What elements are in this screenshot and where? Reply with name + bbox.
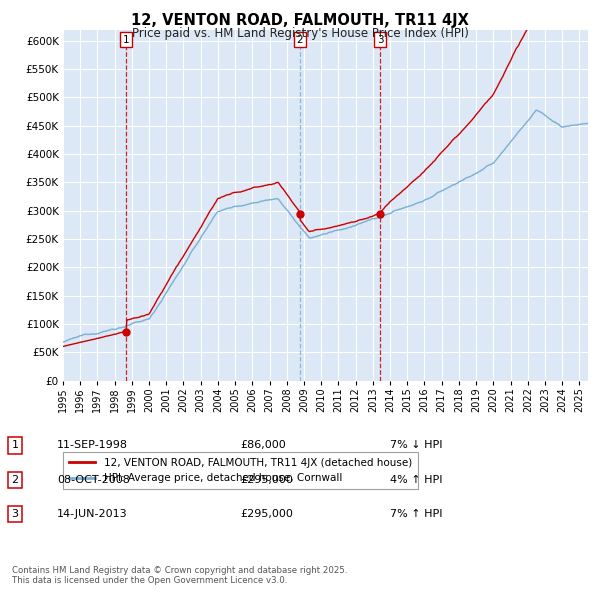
Text: 3: 3 [377,35,383,45]
Text: 3: 3 [11,509,19,519]
Text: 4% ↑ HPI: 4% ↑ HPI [390,475,443,484]
Text: Contains HM Land Registry data © Crown copyright and database right 2025.
This d: Contains HM Land Registry data © Crown c… [12,566,347,585]
Text: 2: 2 [296,35,303,45]
Text: Price paid vs. HM Land Registry's House Price Index (HPI): Price paid vs. HM Land Registry's House … [131,27,469,40]
Text: 7% ↑ HPI: 7% ↑ HPI [390,509,443,519]
Text: 08-OCT-2008: 08-OCT-2008 [57,475,130,484]
Text: 2: 2 [11,475,19,484]
Legend: 12, VENTON ROAD, FALMOUTH, TR11 4JX (detached house), HPI: Average price, detach: 12, VENTON ROAD, FALMOUTH, TR11 4JX (det… [63,452,418,490]
Text: 1: 1 [123,35,130,45]
Text: 12, VENTON ROAD, FALMOUTH, TR11 4JX: 12, VENTON ROAD, FALMOUTH, TR11 4JX [131,13,469,28]
Text: £295,000: £295,000 [240,475,293,484]
Text: £86,000: £86,000 [240,441,286,450]
Text: 7% ↓ HPI: 7% ↓ HPI [390,441,443,450]
Text: 11-SEP-1998: 11-SEP-1998 [57,441,128,450]
Text: 1: 1 [11,441,19,450]
Text: £295,000: £295,000 [240,509,293,519]
Text: 14-JUN-2013: 14-JUN-2013 [57,509,128,519]
